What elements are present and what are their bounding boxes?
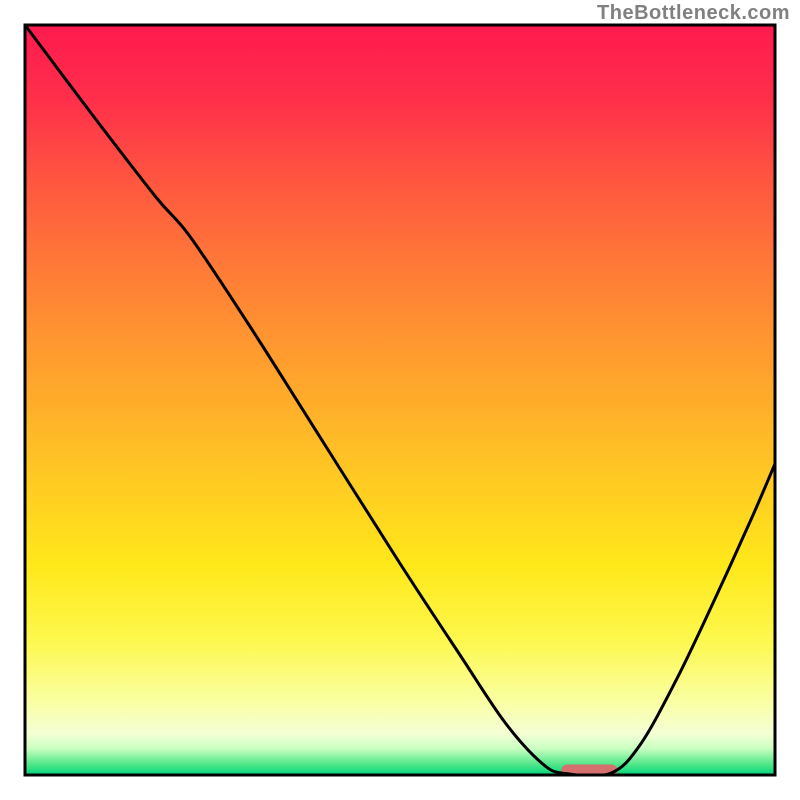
- watermark-text: TheBottleneck.com: [597, 2, 790, 25]
- bottleneck-chart: [0, 0, 800, 800]
- chart-container: TheBottleneck.com: [0, 0, 800, 800]
- gradient-background: [25, 25, 775, 775]
